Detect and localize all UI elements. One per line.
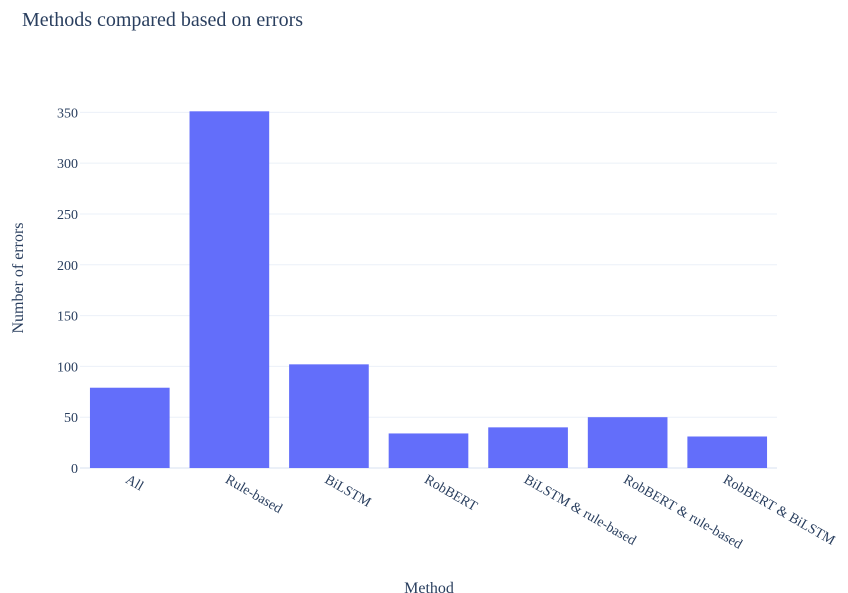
bar-rule-based[interactable] xyxy=(189,111,270,468)
bar-robbert-bilstm[interactable] xyxy=(687,436,768,468)
bar-all[interactable] xyxy=(89,387,170,468)
y-axis-ticks: 0 50 100 150 200 250 300 350 xyxy=(57,106,78,477)
bar-robbert-rule-based[interactable] xyxy=(587,417,668,468)
y-tick-label: 50 xyxy=(64,411,78,426)
chart-title: Methods compared based on errors xyxy=(22,9,304,31)
x-axis-ticks: All Rule-based BiLSTM RobBERT BiLSTM & rule-… xyxy=(123,472,838,552)
bar-robbert[interactable] xyxy=(388,433,469,468)
y-tick-label: 150 xyxy=(57,310,78,325)
bar-bilstm-rule-based[interactable] xyxy=(488,427,568,468)
y-tick-label: 200 xyxy=(57,259,78,274)
x-tick-label: BiLSTM xyxy=(322,472,374,511)
x-tick-label: RobBERT xyxy=(422,472,480,514)
x-tick-label: All xyxy=(123,472,146,494)
y-tick-label: 350 xyxy=(57,106,78,121)
x-axis-title: Method xyxy=(404,580,454,593)
x-tick-label: Rule-based xyxy=(222,472,284,516)
bars xyxy=(89,111,768,468)
bar-bilstm[interactable] xyxy=(289,364,369,468)
y-tick-label: 100 xyxy=(57,360,78,375)
y-tick-label: 300 xyxy=(57,157,78,172)
y-tick-label: 250 xyxy=(57,208,78,223)
gridlines xyxy=(80,111,777,469)
y-tick-label: 0 xyxy=(71,462,78,477)
y-axis-title: Number of errors xyxy=(10,222,27,333)
